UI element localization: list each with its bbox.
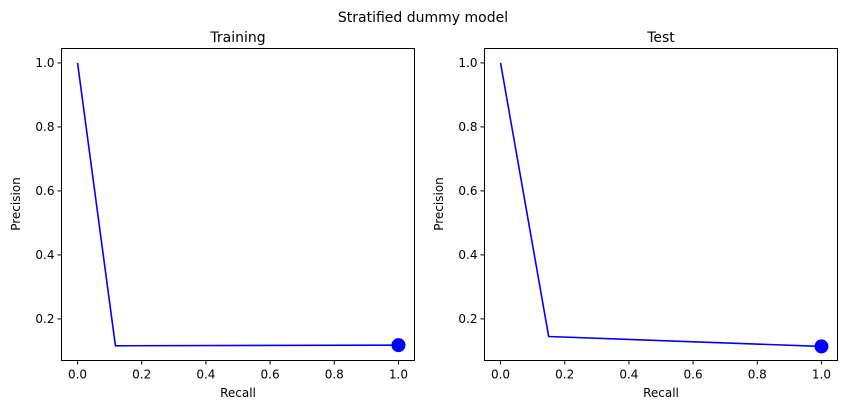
training-precision-recall-line <box>76 62 399 347</box>
test-x-ticks: 0.0 0.2 0.4 0.6 0.8 1.0 <box>491 360 831 382</box>
training-endpoint-marker <box>391 338 406 353</box>
training-y-ticks: 0.2 0.4 0.6 0.8 1.0 <box>35 56 62 326</box>
training-x-axis-label: Recall <box>220 386 256 400</box>
test-endpoint-marker <box>814 339 829 354</box>
test-x-tick-label: 0.8 <box>748 368 767 382</box>
training-y-tick-label: 0.4 <box>35 248 54 262</box>
training-x-tick-label: 0.2 <box>132 368 151 382</box>
training-x-ticks: 0.0 0.2 0.4 0.6 0.8 1.0 <box>68 360 408 382</box>
training-x-tick-label: 0.4 <box>196 368 215 382</box>
test-y-ticks: 0.2 0.4 0.6 0.8 1.0 <box>458 56 485 326</box>
training-y-tick-label: 0.8 <box>35 120 54 134</box>
training-x-tick-label: 0.6 <box>261 368 280 382</box>
test-x-tick-label: 0.6 <box>684 368 703 382</box>
training-y-tick-label: 0.2 <box>35 312 54 326</box>
training-y-tick-label: 0.6 <box>35 184 54 198</box>
training-y-tick-label: 1.0 <box>35 56 54 70</box>
training-x-tick-label: 0.0 <box>68 368 87 382</box>
test-x-tick-label: 0.4 <box>619 368 638 382</box>
training-plot-frame <box>61 48 415 361</box>
test-precision-recall-line <box>499 62 822 348</box>
test-plot: Test 0.0 0.2 0.4 0.6 0.8 1.0 0.20.40.60.81.0 … <box>432 30 838 400</box>
test-plot-title: Test <box>646 30 675 46</box>
test-x-tick-label: 1.0 <box>812 368 831 382</box>
test-y-tick-label: 0.6 <box>458 184 477 198</box>
training-plot-title: Training <box>209 30 265 46</box>
test-x-tick-label: 0.2 <box>555 368 574 382</box>
test-y-tick-label: 0.2 <box>458 312 477 326</box>
training-x-tick-label: 1.0 <box>389 368 408 382</box>
test-y-tick-label: 0.4 <box>458 248 477 262</box>
test-plot-frame <box>484 48 838 361</box>
training-plot: Training 0.0 0.2 0.4 0.6 0.8 1.0 0.2 0.4 0.6 0.8… <box>9 30 415 400</box>
test-y-axis-label: Precision <box>432 177 446 231</box>
test-x-tick-label: 0.0 <box>491 368 510 382</box>
figure-title: Stratified dummy model <box>338 10 508 26</box>
test-y-tick-label: 0.8 <box>458 120 477 134</box>
training-series <box>76 62 406 353</box>
test-series <box>499 62 829 354</box>
training-y-axis-label: Precision <box>9 177 23 231</box>
training-x-tick-label: 0.8 <box>325 368 344 382</box>
test-y-tick-label: 1.0 <box>458 56 477 70</box>
test-x-axis-label: Recall <box>643 386 679 400</box>
